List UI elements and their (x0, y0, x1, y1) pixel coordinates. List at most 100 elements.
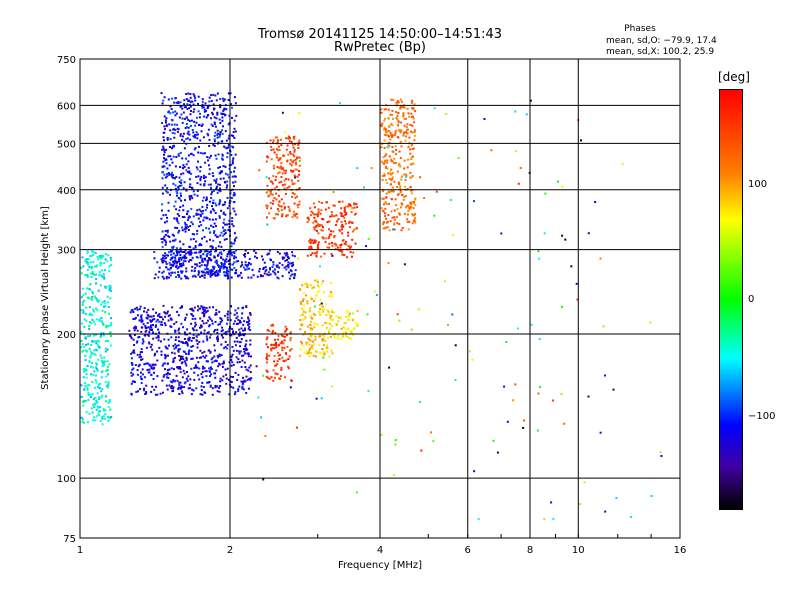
data-point (307, 303, 309, 305)
data-point (413, 214, 415, 216)
data-point (356, 325, 358, 327)
data-point (225, 108, 227, 110)
data-point (139, 354, 141, 356)
data-point (341, 328, 343, 330)
data-point (212, 125, 214, 127)
data-point (410, 203, 412, 205)
data-point (180, 101, 182, 103)
data-point (341, 221, 343, 223)
data-point (351, 211, 353, 213)
data-point (193, 95, 195, 97)
data-point (266, 362, 268, 364)
data-point (399, 187, 401, 189)
data-point (162, 146, 164, 148)
data-point (201, 238, 203, 240)
data-point (95, 381, 97, 383)
data-point (98, 346, 100, 348)
data-point (450, 199, 452, 201)
data-point (184, 373, 186, 375)
data-point (200, 210, 202, 212)
data-point (413, 121, 415, 123)
data-point (100, 265, 102, 267)
data-point (286, 265, 288, 267)
data-point (208, 331, 210, 333)
data-point (588, 232, 590, 234)
data-point (177, 271, 179, 273)
data-point (272, 175, 274, 177)
data-point (84, 385, 86, 387)
data-point (403, 196, 405, 198)
data-point (146, 369, 148, 371)
data-point (340, 247, 342, 249)
data-point (247, 252, 249, 254)
data-point (175, 347, 177, 349)
data-point (306, 284, 308, 286)
data-point (208, 145, 210, 147)
data-point (336, 221, 338, 223)
data-point (156, 261, 158, 263)
data-point (107, 360, 109, 362)
data-point (198, 341, 200, 343)
data-point (186, 213, 188, 215)
data-point (394, 444, 396, 446)
data-point (131, 383, 133, 385)
data-point (100, 317, 102, 319)
data-point (388, 203, 390, 205)
data-point (178, 209, 180, 211)
data-point (93, 340, 95, 342)
data-point (329, 323, 331, 325)
data-point (399, 131, 401, 133)
data-point (350, 330, 352, 332)
data-point (275, 176, 277, 178)
data-point (206, 268, 208, 270)
data-point (237, 319, 239, 321)
data-point (224, 204, 226, 206)
data-point (388, 367, 390, 369)
data-point (413, 201, 415, 203)
data-point (93, 374, 95, 376)
data-point (187, 375, 189, 377)
data-point (523, 420, 525, 422)
data-point (84, 382, 86, 384)
data-point (197, 133, 199, 135)
data-point (301, 308, 303, 310)
data-point (284, 331, 286, 333)
data-point (93, 406, 95, 408)
data-point (179, 117, 181, 119)
data-point (100, 335, 102, 337)
data-point (280, 176, 282, 178)
data-point (179, 254, 181, 256)
data-point (280, 369, 282, 371)
data-point (218, 363, 220, 365)
data-point (156, 337, 158, 339)
data-point (108, 363, 110, 365)
data-point (204, 162, 206, 164)
data-point (294, 203, 296, 205)
data-point (173, 205, 175, 207)
data-point (209, 201, 211, 203)
data-point (297, 176, 299, 178)
data-point (185, 93, 187, 95)
data-point (83, 376, 85, 378)
data-point (168, 339, 170, 341)
data-point (200, 373, 202, 375)
data-point (217, 93, 219, 95)
data-point (214, 223, 216, 225)
data-point (191, 120, 193, 122)
data-point (165, 261, 167, 263)
data-point (171, 172, 173, 174)
data-point (409, 176, 411, 178)
data-point (276, 373, 278, 375)
data-point (411, 102, 413, 104)
data-point (227, 253, 229, 255)
data-point (199, 265, 201, 267)
data-point (189, 139, 191, 141)
data-point (248, 353, 250, 355)
data-point (151, 349, 153, 351)
data-point (224, 266, 226, 268)
data-point (277, 208, 279, 210)
data-point (313, 326, 315, 328)
data-point (226, 323, 228, 325)
data-point (93, 353, 95, 355)
data-point (292, 153, 294, 155)
